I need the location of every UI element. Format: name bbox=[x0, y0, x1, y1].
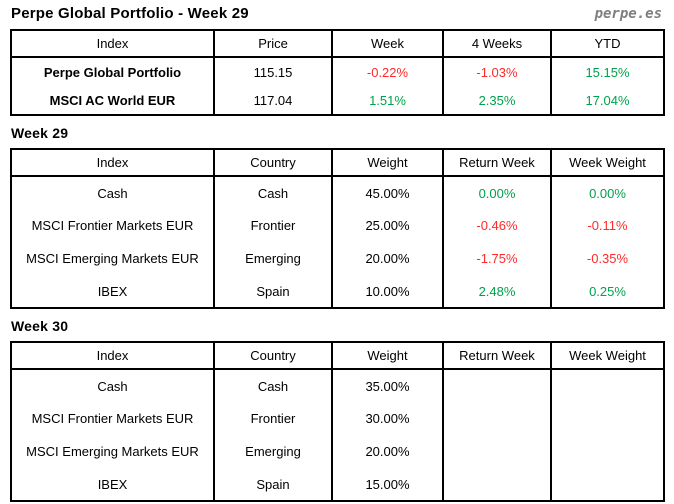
cell: 2.35% bbox=[442, 86, 552, 115]
summary-table-body: Perpe Global Portfolio 115.15 -0.22% -1.03%… bbox=[10, 57, 665, 115]
cell: Spain bbox=[213, 275, 333, 308]
week-30-table: Index Country Weight Return Week Week Weight… bbox=[10, 341, 665, 502]
cell: -0.11% bbox=[550, 209, 665, 242]
column-header: Country bbox=[213, 149, 333, 177]
section-heading-week-29: Week 29 bbox=[11, 125, 69, 141]
summary-table: Index Price Week 4 Weeks YTD Perpe Global Po… bbox=[10, 29, 665, 116]
cell: MSCI Frontier Markets EUR bbox=[10, 402, 215, 435]
cell: 2.48% bbox=[442, 275, 552, 308]
summary-table-header: Index Price Week 4 Weeks YTD bbox=[10, 30, 665, 58]
table-row: Perpe Global Portfolio 115.15 -0.22% -1.03%… bbox=[10, 57, 665, 86]
week-30-table-body: Cash Cash 35.00% MSCI Frontier Markets EUR F… bbox=[10, 369, 665, 501]
cell: Emerging bbox=[213, 242, 333, 275]
table-row: MSCI Frontier Markets EUR Frontier 30.00% bbox=[10, 402, 665, 435]
cell: 0.25% bbox=[550, 275, 665, 308]
header-row: Index Country Weight Return Week Week Weight bbox=[10, 149, 665, 177]
table-row: MSCI AC World EUR 117.04 1.51% 2.35% 17.04% bbox=[10, 86, 665, 115]
cell: IBEX bbox=[10, 468, 215, 501]
page-title: Perpe Global Portfolio - Week 29 bbox=[11, 5, 249, 22]
cell: 15.15% bbox=[550, 57, 665, 86]
cell: -1.75% bbox=[442, 242, 552, 275]
cell: 117.04 bbox=[213, 86, 333, 115]
cell: 30.00% bbox=[331, 402, 444, 435]
week-29-table: Index Country Weight Return Week Week Weight… bbox=[10, 148, 665, 309]
column-header: Price bbox=[213, 30, 333, 58]
cell: 0.00% bbox=[442, 176, 552, 209]
table-row: MSCI Emerging Markets EUR Emerging 20.00% bbox=[10, 435, 665, 468]
cell: -0.22% bbox=[331, 57, 444, 86]
cell bbox=[550, 369, 665, 402]
column-header: Return Week bbox=[442, 342, 552, 370]
week-30-table-header: Index Country Weight Return Week Week Weight bbox=[10, 342, 665, 370]
cell: Perpe Global Portfolio bbox=[10, 57, 215, 86]
table-row: Cash Cash 35.00% bbox=[10, 369, 665, 402]
column-header: Weight bbox=[331, 149, 444, 177]
column-header: Index bbox=[10, 342, 215, 370]
cell: Cash bbox=[213, 176, 333, 209]
cell: 0.00% bbox=[550, 176, 665, 209]
cell bbox=[442, 435, 552, 468]
column-header: Week Weight bbox=[550, 149, 665, 177]
cell: -0.46% bbox=[442, 209, 552, 242]
cell bbox=[442, 402, 552, 435]
cell: -0.35% bbox=[550, 242, 665, 275]
report-header: Perpe Global Portfolio - Week 29 perpe.e… bbox=[0, 0, 674, 22]
cell bbox=[442, 468, 552, 501]
cell: 25.00% bbox=[331, 209, 444, 242]
cell bbox=[550, 402, 665, 435]
table-row: MSCI Emerging Markets EUR Emerging 20.00% -… bbox=[10, 242, 665, 275]
cell: -1.03% bbox=[442, 57, 552, 86]
cell: 35.00% bbox=[331, 369, 444, 402]
cell: MSCI AC World EUR bbox=[10, 86, 215, 115]
header-row: Index Price Week 4 Weeks YTD bbox=[10, 30, 665, 58]
cell: 20.00% bbox=[331, 242, 444, 275]
column-header: Return Week bbox=[442, 149, 552, 177]
column-header: Country bbox=[213, 342, 333, 370]
week-section: Week 29 Index Country Weight Return Week Wee… bbox=[0, 125, 674, 309]
cell bbox=[550, 435, 665, 468]
table-row: Cash Cash 45.00% 0.00% 0.00% bbox=[10, 176, 665, 209]
week-29-table-header: Index Country Weight Return Week Week Weight bbox=[10, 149, 665, 177]
week-sections: Week 29 Index Country Weight Return Week Wee… bbox=[0, 125, 674, 502]
cell: Spain bbox=[213, 468, 333, 501]
cell: MSCI Emerging Markets EUR bbox=[10, 242, 215, 275]
column-header: Week bbox=[331, 30, 444, 58]
cell: 45.00% bbox=[331, 176, 444, 209]
column-header: 4 Weeks bbox=[442, 30, 552, 58]
cell: 15.00% bbox=[331, 468, 444, 501]
cell: 17.04% bbox=[550, 86, 665, 115]
cell: Frontier bbox=[213, 402, 333, 435]
table-row: IBEX Spain 10.00% 2.48% 0.25% bbox=[10, 275, 665, 308]
cell: Cash bbox=[10, 176, 215, 209]
cell bbox=[442, 369, 552, 402]
week-29-table-body: Cash Cash 45.00% 0.00% 0.00% MSCI Frontier Ma… bbox=[10, 176, 665, 308]
cell: MSCI Emerging Markets EUR bbox=[10, 435, 215, 468]
cell bbox=[550, 468, 665, 501]
cell: 115.15 bbox=[213, 57, 333, 86]
cell: 1.51% bbox=[331, 86, 444, 115]
column-header: Index bbox=[10, 149, 215, 177]
header-row: Index Country Weight Return Week Week Weight bbox=[10, 342, 665, 370]
cell: IBEX bbox=[10, 275, 215, 308]
table-row: MSCI Frontier Markets EUR Frontier 25.00% -… bbox=[10, 209, 665, 242]
brand-watermark: perpe.es bbox=[594, 6, 662, 22]
column-header: Index bbox=[10, 30, 215, 58]
cell: 10.00% bbox=[331, 275, 444, 308]
column-header: YTD bbox=[550, 30, 665, 58]
week-section: Week 30 Index Country Weight Return Week Wee… bbox=[0, 318, 674, 502]
cell: 20.00% bbox=[331, 435, 444, 468]
cell: Frontier bbox=[213, 209, 333, 242]
cell: Emerging bbox=[213, 435, 333, 468]
cell: Cash bbox=[10, 369, 215, 402]
cell: Cash bbox=[213, 369, 333, 402]
cell: MSCI Frontier Markets EUR bbox=[10, 209, 215, 242]
column-header: Week Weight bbox=[550, 342, 665, 370]
table-row: IBEX Spain 15.00% bbox=[10, 468, 665, 501]
section-heading-week-30: Week 30 bbox=[11, 318, 69, 334]
column-header: Weight bbox=[331, 342, 444, 370]
